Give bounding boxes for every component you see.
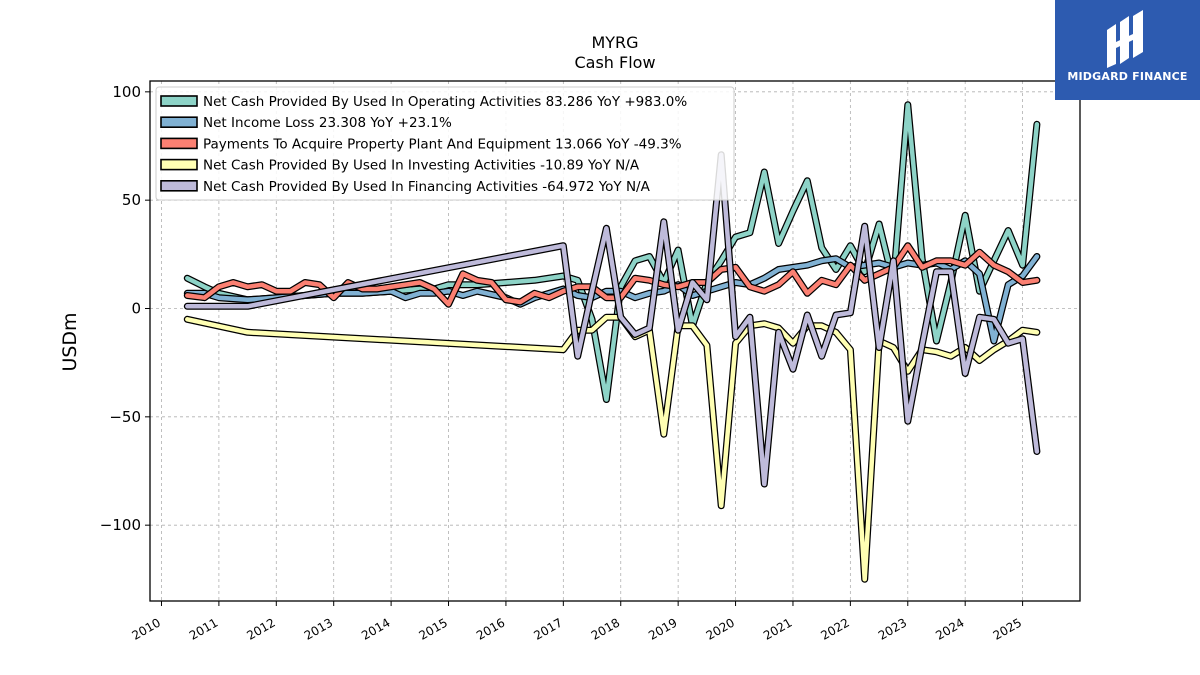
x-tick-label: 2022 bbox=[818, 615, 851, 642]
y-axis-label: USDm bbox=[59, 312, 81, 371]
x-tick-label: 2016 bbox=[474, 615, 507, 642]
y-tick-label: −100 bbox=[100, 516, 141, 534]
y-axis-ticks: 100 50 0 −50 −100 bbox=[100, 83, 150, 534]
legend: Net Cash Provided By Used In Operating A… bbox=[155, 86, 735, 201]
midgard-finance-logo: MIDGARD FINANCE bbox=[1055, 0, 1200, 100]
legend-swatch bbox=[160, 116, 198, 128]
legend-swatch bbox=[160, 180, 198, 192]
x-tick-label: 2013 bbox=[302, 615, 335, 642]
legend-label: Net Cash Provided By Used In Operating A… bbox=[203, 94, 687, 110]
x-tick-label: 2021 bbox=[761, 615, 794, 642]
y-tick-label: −50 bbox=[109, 408, 141, 426]
legend-label: Payments To Acquire Property Plant And E… bbox=[203, 136, 682, 152]
x-tick-label: 2018 bbox=[589, 615, 622, 642]
y-tick-label: 50 bbox=[122, 191, 141, 209]
x-tick-label: 2019 bbox=[646, 615, 679, 642]
x-tick-label: 2014 bbox=[359, 615, 392, 642]
x-tick-label: 2024 bbox=[933, 615, 966, 642]
legend-label: Net Cash Provided By Used In Investing A… bbox=[203, 158, 640, 174]
chart-title: MYRG bbox=[591, 33, 638, 52]
y-tick-label: 100 bbox=[112, 83, 141, 101]
chart-subtitle: Cash Flow bbox=[574, 53, 655, 72]
y-tick-label: 0 bbox=[131, 300, 141, 318]
legend-label: Net Cash Provided By Used In Financing A… bbox=[203, 179, 651, 195]
legend-label: Net Income Loss 23.308 YoY +23.1% bbox=[203, 115, 452, 131]
legend-box bbox=[155, 86, 735, 201]
legend-swatch bbox=[160, 95, 198, 107]
logo-mark-icon bbox=[1107, 10, 1143, 68]
x-tick-label: 2015 bbox=[417, 615, 450, 642]
series-line bbox=[185, 152, 1040, 487]
logo-text: MIDGARD FINANCE bbox=[1067, 70, 1188, 83]
x-tick-label: 2012 bbox=[244, 615, 277, 642]
series-5 bbox=[183, 151, 1041, 488]
x-tick-label: 2011 bbox=[187, 615, 220, 642]
plot-frame bbox=[149, 80, 1081, 602]
legend-swatch bbox=[160, 137, 198, 150]
x-tick-label: 2025 bbox=[991, 615, 1024, 642]
x-tick-label: 2010 bbox=[130, 615, 163, 642]
series-lines bbox=[183, 101, 1041, 583]
legend-swatch bbox=[160, 158, 198, 171]
x-tick-label: 2023 bbox=[876, 615, 909, 642]
x-tick-label: 2017 bbox=[531, 615, 564, 642]
x-axis-ticks: 2010 2011 2012 2013 2014 2015 2016 2017 2018 2019… bbox=[130, 601, 1024, 643]
x-tick-label: 2020 bbox=[704, 615, 737, 642]
